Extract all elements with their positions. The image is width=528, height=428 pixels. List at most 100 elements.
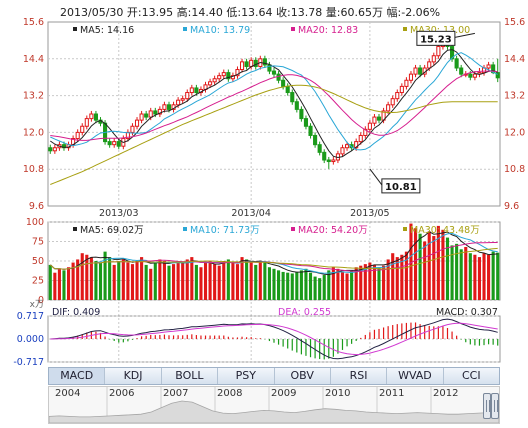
tab-cci[interactable]: CCI <box>462 369 481 382</box>
time-navigator[interactable]: 2004 2006 2007 2008 2009 2010 2011 2012 <box>48 386 500 424</box>
quote-date: 2013/05/30 <box>60 6 124 19</box>
volume-legend-swatch <box>403 227 407 231</box>
high-value: 14.40 <box>191 6 223 19</box>
candle-body <box>331 159 336 163</box>
candle-body <box>495 72 500 79</box>
volume-unit-label: x万 <box>30 300 44 310</box>
volume-bar <box>249 262 253 300</box>
candle-body <box>317 144 322 153</box>
volume-bar <box>359 265 363 300</box>
candle-body <box>208 81 213 86</box>
candle-body <box>130 125 135 133</box>
volume-bar <box>121 259 125 300</box>
tab-kdj[interactable]: KDJ <box>105 368 162 384</box>
price-legend-swatch <box>73 27 77 31</box>
volume-bar <box>391 253 395 300</box>
candle-body <box>267 64 272 72</box>
volume-bar <box>117 261 121 300</box>
price-y-tick-left: 15.6 <box>23 17 44 28</box>
candle-body <box>271 70 277 75</box>
candle-body <box>450 46 455 60</box>
volume-y-tick: 100 <box>26 217 44 228</box>
volume-bar <box>272 268 276 300</box>
volume-bar <box>473 254 477 300</box>
tab-obv[interactable]: OBV <box>275 368 331 384</box>
candle-body <box>276 73 281 81</box>
candle-body <box>235 69 240 77</box>
tab-psy[interactable]: PSY <box>218 368 275 384</box>
volume-bar <box>203 262 208 300</box>
candle-body <box>166 104 172 110</box>
candle-body <box>372 116 377 124</box>
volume-bar <box>487 254 491 300</box>
volume-bar <box>290 273 294 300</box>
volume-bar <box>496 252 500 300</box>
price-ma30-line <box>50 84 498 185</box>
volume-bar <box>327 270 331 300</box>
candle-body <box>436 46 441 57</box>
candle-body <box>217 75 222 80</box>
navigator-right-handle[interactable] <box>491 393 499 419</box>
volume-bar <box>199 267 203 300</box>
price-legend-label: MA5: 14.16 <box>80 25 134 36</box>
volume-bar <box>153 262 157 300</box>
volume-bar <box>340 271 345 300</box>
candle-body <box>116 141 121 147</box>
volume-bar <box>491 251 495 300</box>
price-legend-swatch <box>183 27 187 31</box>
tab-rsi[interactable]: RSI <box>331 368 388 384</box>
volume-bar <box>418 233 422 300</box>
candle-body <box>194 87 199 94</box>
price-legend-swatch <box>403 27 407 31</box>
volume-bar <box>98 262 103 300</box>
navigator-year-label: 2010 <box>325 388 351 399</box>
macd-legend-label: DIF: 0.409 <box>52 307 100 318</box>
volume-bar <box>436 225 440 300</box>
volume-legend-swatch <box>183 227 187 231</box>
candle-body <box>299 108 304 120</box>
candle-body <box>454 58 459 69</box>
candle-body <box>326 159 331 163</box>
price-y-tick-left: 13.2 <box>23 91 44 102</box>
chart-canvas: 15.6 15.6 14.4 14.4 13.2 13.2 12.0 12.0 10.8 10.8… <box>13 17 525 366</box>
volume-bar <box>126 262 130 300</box>
candle-body <box>153 110 158 115</box>
price-y-tick-right: 9.6 <box>504 201 519 212</box>
volume-bar <box>432 236 436 300</box>
volume-bar <box>482 253 486 300</box>
volume-bar <box>286 272 290 300</box>
volume-bar <box>258 261 262 300</box>
volume-bar <box>149 268 153 300</box>
volume-y-tick: 50 <box>32 256 44 267</box>
navigator-year-label: 2006 <box>109 388 135 399</box>
change-label: 幅: <box>386 6 402 19</box>
volume-bar <box>377 267 381 300</box>
candle-body <box>212 78 217 83</box>
volume-bar <box>382 265 386 300</box>
volume-bar <box>94 261 98 300</box>
volume-y-tick: 25 <box>32 276 44 287</box>
candle-body <box>52 147 57 152</box>
volume-bar <box>423 241 427 300</box>
price-annotation-leader <box>369 168 383 186</box>
volume-bar <box>62 270 66 300</box>
candle-body <box>303 118 309 127</box>
close-value: 13.78 <box>290 6 323 19</box>
tab-wvad[interactable]: WVAD <box>387 368 444 384</box>
price-y-tick-right: 10.8 <box>504 164 525 175</box>
low-value: 13.64 <box>241 6 273 19</box>
price-annotation-box <box>416 30 456 46</box>
volume-bar <box>441 229 445 300</box>
volume-bar <box>363 264 367 300</box>
tab-macd[interactable]: MACD <box>49 368 106 384</box>
macd-dea-line <box>50 322 498 356</box>
navigator-left-handle[interactable] <box>483 393 491 419</box>
volume-ma30-line <box>49 247 498 270</box>
volume-legend-label: MA10: 71.73万 <box>190 225 260 236</box>
price-annotation-label: 15.23 <box>420 34 452 45</box>
candle-body <box>399 85 404 94</box>
candle-body <box>89 113 94 120</box>
macd-legend-label: MACD: 0.307 <box>436 307 498 318</box>
volume-bar <box>395 257 399 300</box>
tab-boll[interactable]: BOLL <box>162 368 219 384</box>
